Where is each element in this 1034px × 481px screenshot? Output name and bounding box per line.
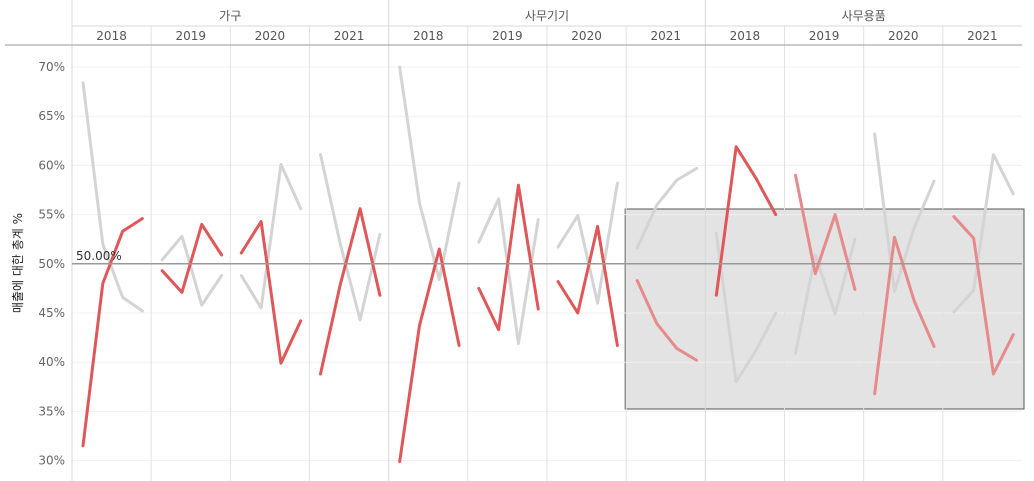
year-header: 2021 xyxy=(334,29,365,43)
selection-rectangle xyxy=(624,208,1025,410)
y-tick-label: 60% xyxy=(38,158,65,172)
y-tick-label: 70% xyxy=(38,60,65,74)
year-header: 2018 xyxy=(413,29,444,43)
category-header: 가구 xyxy=(219,9,241,23)
series-line-other xyxy=(81,81,144,313)
y-tick-label: 30% xyxy=(38,454,65,468)
series-line-other xyxy=(714,231,778,384)
chart-background xyxy=(624,208,1025,410)
category-header: 사무기기 xyxy=(525,9,569,23)
reference-line-label: 50.00% xyxy=(76,249,122,263)
series-line-other xyxy=(319,153,382,322)
year-header: 2020 xyxy=(571,29,602,43)
y-tick-label: 55% xyxy=(38,208,65,222)
series-line-other xyxy=(239,162,303,310)
y-tick-label: 35% xyxy=(38,404,65,418)
series-line-other xyxy=(398,65,461,282)
series-line-highlight xyxy=(794,173,857,291)
series-line-highlight xyxy=(319,207,382,376)
series-line-other xyxy=(952,153,1015,314)
y-tick-label: 50% xyxy=(38,257,65,271)
y-axis-label: 매출에 대한 총계 % xyxy=(11,213,25,313)
year-header: 2020 xyxy=(255,29,286,43)
series-line-other xyxy=(556,181,619,305)
y-tick-label: 40% xyxy=(38,355,65,369)
series-line-highlight xyxy=(398,247,461,464)
series-line-highlight xyxy=(239,219,303,365)
year-header: 2019 xyxy=(492,29,523,43)
year-header: 2019 xyxy=(809,29,840,43)
series-line-highlight xyxy=(873,235,936,396)
reference-line-group: 50.00% xyxy=(72,249,1022,265)
year-header: 2018 xyxy=(96,29,127,43)
y-axis: 매출에 대한 총계 % 30% 35% 40% 45% 50% 55% 60% 65% 70% xyxy=(11,60,65,468)
series-line-other xyxy=(794,237,857,355)
series-line-other xyxy=(477,197,540,346)
series-line-highlight xyxy=(952,215,1015,376)
category-header: 사무용품 xyxy=(842,9,886,23)
chart-series xyxy=(81,65,1015,464)
series-line-other xyxy=(873,132,936,293)
year-header: 2020 xyxy=(888,29,919,43)
year-header: 2018 xyxy=(730,29,761,43)
series-line-highlight xyxy=(714,145,778,297)
series-line-highlight xyxy=(81,217,144,448)
series-line-highlight xyxy=(477,183,540,332)
year-header: 2021 xyxy=(650,29,681,43)
series-line-other xyxy=(635,166,699,250)
column-headers: 가구 사무기기 사무용품 2018 2019 2020 2021 2018 2019 2020 20… xyxy=(5,9,1022,46)
series-line-highlight xyxy=(635,279,699,362)
y-tick-label: 45% xyxy=(38,306,65,320)
series-line-highlight xyxy=(160,222,224,294)
year-header: 2019 xyxy=(175,29,206,43)
series-line-highlight xyxy=(556,224,619,347)
y-tick-label: 65% xyxy=(38,109,65,123)
year-header: 2021 xyxy=(967,29,998,43)
series-line-other xyxy=(160,234,224,307)
